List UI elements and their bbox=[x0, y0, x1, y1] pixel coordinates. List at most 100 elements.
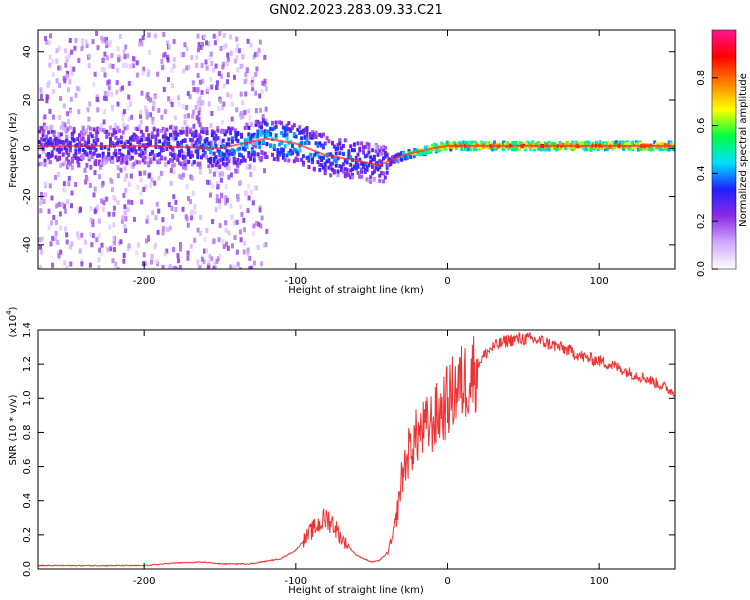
heatmap-noise-cell bbox=[116, 165, 120, 171]
heatmap-cell bbox=[323, 171, 327, 176]
heatmap-noise-cell bbox=[118, 56, 122, 62]
heatmap-noise-cell bbox=[209, 51, 213, 57]
heatmap-cell bbox=[651, 145, 655, 150]
heatmap-cell bbox=[314, 135, 318, 139]
heatmap-noise-cell bbox=[147, 173, 151, 179]
heatmap-noise-cell bbox=[115, 80, 119, 86]
heatmap-cell bbox=[462, 140, 466, 145]
heatmap-noise-cell bbox=[167, 96, 171, 102]
heatmap-noise-cell bbox=[226, 52, 230, 58]
heatmap-cell bbox=[260, 125, 263, 129]
heatmap-cell bbox=[47, 130, 51, 135]
heatmap-noise-cell bbox=[204, 248, 208, 254]
heatmap-noise-cell bbox=[121, 85, 125, 91]
heatmap-noise-cell bbox=[191, 190, 195, 196]
heatmap-cell bbox=[269, 143, 273, 148]
heatmap-noise-cell bbox=[114, 266, 118, 269]
heatmap-cell bbox=[367, 142, 371, 147]
heatmap-cell bbox=[118, 157, 122, 161]
heatmap-cell bbox=[653, 140, 657, 145]
heatmap-cell bbox=[311, 157, 314, 162]
heatmap-noise-cell bbox=[226, 60, 229, 66]
heatmap-cell bbox=[323, 161, 327, 166]
heatmap-cell bbox=[78, 157, 81, 162]
heatmap-cell bbox=[392, 159, 396, 164]
heatmap-cell bbox=[196, 149, 200, 154]
heatmap-cell bbox=[582, 141, 586, 146]
heatmap-cell bbox=[147, 161, 151, 166]
heatmap-noise-cell bbox=[253, 185, 257, 191]
heatmap-cell bbox=[152, 134, 156, 139]
heatmap-noise-cell bbox=[235, 249, 239, 255]
heatmap-noise-cell bbox=[64, 142, 68, 148]
heatmap-cell bbox=[372, 177, 376, 182]
heatmap-noise-cell bbox=[195, 115, 199, 121]
heatmap-noise-cell bbox=[243, 240, 247, 246]
heatmap-noise-cell bbox=[101, 57, 105, 63]
heatmap-cell bbox=[403, 155, 407, 160]
heatmap-noise-cell bbox=[103, 197, 107, 203]
heatmap-noise-cell bbox=[231, 243, 234, 249]
heatmap-cell bbox=[571, 146, 575, 151]
heatmap-noise-cell bbox=[229, 203, 233, 209]
heatmap-noise-cell bbox=[243, 110, 247, 115]
heatmap-noise-cell bbox=[230, 214, 234, 220]
heatmap-cell bbox=[169, 158, 172, 162]
colorbar-scale bbox=[711, 29, 737, 270]
heatmap-cell bbox=[234, 137, 238, 142]
heatmap-noise-cell bbox=[67, 119, 70, 124]
heatmap-noise-cell bbox=[196, 259, 200, 265]
heatmap-cell bbox=[372, 169, 376, 174]
heatmap-noise-cell bbox=[241, 100, 245, 106]
heatmap-noise-cell bbox=[213, 261, 216, 267]
heatmap-noise-cell bbox=[201, 100, 205, 105]
heatmap-noise-cell bbox=[99, 251, 103, 257]
heatmap-cell bbox=[560, 142, 564, 147]
heatmap-cell bbox=[58, 147, 61, 152]
heatmap-cell bbox=[165, 136, 169, 141]
heatmap-cell bbox=[200, 126, 203, 131]
heatmap-cell bbox=[54, 136, 58, 141]
heatmap-cell bbox=[110, 141, 114, 146]
heatmap-noise-cell bbox=[39, 208, 43, 214]
heatmap-cell bbox=[547, 147, 551, 152]
heatmap-cell bbox=[292, 159, 296, 164]
heatmap-noise-cell bbox=[123, 54, 127, 60]
heatmap-noise-cell bbox=[106, 91, 110, 97]
heatmap-cell bbox=[50, 150, 54, 155]
heatmap-cell bbox=[544, 147, 547, 152]
heatmap-cell bbox=[320, 155, 324, 160]
heatmap-cell bbox=[463, 141, 467, 146]
heatmap-cell bbox=[194, 140, 198, 145]
heatmap-noise-cell bbox=[206, 179, 210, 185]
heatmap-cell bbox=[280, 141, 284, 145]
heatmap-cell bbox=[667, 140, 671, 145]
heatmap-cell bbox=[90, 155, 94, 159]
heatmap-cell bbox=[371, 148, 375, 153]
heatmap-noise-cell bbox=[126, 53, 130, 59]
heatmap-noise-cell bbox=[252, 166, 256, 172]
heatmap-cell bbox=[230, 136, 234, 141]
heatmap-cell bbox=[340, 165, 344, 170]
heatmap-noise-cell bbox=[69, 261, 73, 267]
heatmap-cell bbox=[449, 147, 453, 152]
heatmap-cell bbox=[312, 153, 316, 158]
heatmap-cell bbox=[167, 160, 171, 165]
heatmap-cell bbox=[241, 146, 245, 151]
heatmap-cell bbox=[181, 161, 185, 166]
heatmap-cell bbox=[234, 131, 238, 136]
heatmap-cell bbox=[281, 152, 285, 157]
heatmap-noise-cell bbox=[74, 92, 78, 98]
heatmap-cell bbox=[327, 165, 331, 170]
heatmap-noise-cell bbox=[107, 211, 111, 217]
heatmap-noise-cell bbox=[135, 60, 139, 66]
heatmap-noise-cell bbox=[185, 152, 189, 158]
heatmap-cell bbox=[265, 122, 269, 127]
heatmap-noise-cell bbox=[124, 228, 127, 233]
heatmap-cell bbox=[442, 143, 445, 148]
heatmap-cell bbox=[101, 158, 105, 163]
heatmap-noise-cell bbox=[64, 55, 68, 61]
heatmap-cell bbox=[341, 162, 345, 167]
